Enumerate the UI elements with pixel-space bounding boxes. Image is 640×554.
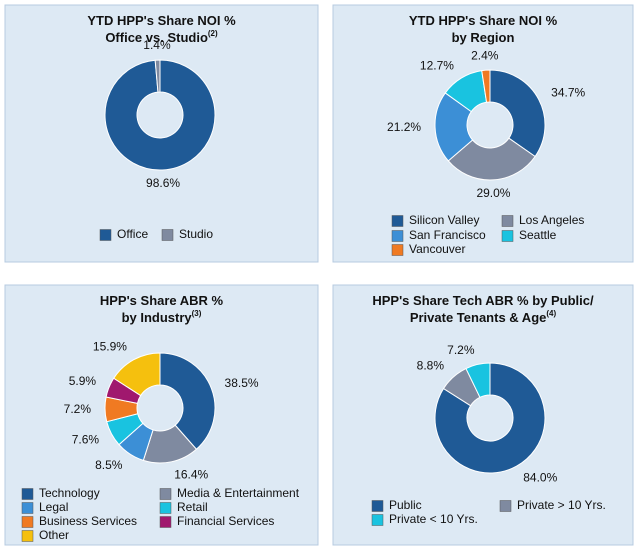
legend-label: Media & Entertainment bbox=[177, 486, 300, 500]
panel bbox=[332, 4, 634, 263]
title-note: (3) bbox=[192, 309, 202, 318]
title-line: Office vs. Studio bbox=[105, 30, 208, 45]
panel bbox=[4, 4, 319, 263]
legend-label: Studio bbox=[179, 227, 213, 241]
legend-label: Private > 10 Yrs. bbox=[517, 498, 606, 512]
donut-slice bbox=[154, 59, 161, 93]
donut-slice bbox=[481, 69, 491, 103]
legend-swatch bbox=[21, 502, 34, 514]
chart-title: YTD HPP's Share NOI % bbox=[409, 13, 558, 28]
donut-slice bbox=[434, 362, 546, 474]
legend-label: Office bbox=[117, 227, 148, 241]
data-label: 34.7% bbox=[551, 85, 585, 99]
data-label: 2.4% bbox=[471, 48, 499, 62]
legend-label: Other bbox=[39, 528, 69, 542]
donut-slice bbox=[104, 59, 216, 171]
legend-label: Seattle bbox=[519, 228, 557, 242]
title-note: (4) bbox=[546, 309, 556, 318]
panel bbox=[4, 284, 319, 546]
data-label: 8.5% bbox=[95, 458, 123, 472]
legend-swatch bbox=[161, 229, 174, 241]
chart-title: HPP's Share ABR % bbox=[100, 293, 224, 308]
title-line: Private Tenants & Age bbox=[410, 310, 547, 325]
title-line: HPP's Share Tech ABR % by Public/ bbox=[372, 293, 594, 308]
title-line: by Region bbox=[452, 30, 515, 45]
legend-label: Los Angeles bbox=[519, 213, 584, 227]
chart-title: Private Tenants & Age(4) bbox=[410, 309, 557, 325]
data-label: 21.2% bbox=[387, 120, 421, 134]
legend-label: Vancouver bbox=[409, 242, 465, 256]
title-line: by Industry bbox=[122, 310, 193, 325]
title-line: HPP's Share ABR % bbox=[100, 293, 224, 308]
legend-label: Silicon Valley bbox=[409, 213, 479, 227]
data-label: 16.4% bbox=[174, 468, 208, 482]
legend-swatch bbox=[501, 215, 514, 227]
data-label: 7.2% bbox=[447, 343, 475, 357]
chart-title: HPP's Share Tech ABR % by Public/ bbox=[372, 293, 594, 308]
legend-swatch bbox=[391, 230, 404, 242]
chart-title: Office vs. Studio(2) bbox=[105, 29, 218, 45]
data-label: 8.8% bbox=[417, 359, 445, 373]
title-note: (2) bbox=[208, 29, 218, 38]
data-label: 98.6% bbox=[146, 176, 180, 190]
donut-slice bbox=[465, 362, 491, 398]
data-label: 29.0% bbox=[476, 186, 510, 200]
legend-label: Retail bbox=[177, 500, 208, 514]
legend-label: Private < 10 Yrs. bbox=[389, 512, 478, 526]
donut-slice bbox=[489, 69, 546, 158]
legend-label: San Francisco bbox=[409, 228, 486, 242]
legend-swatch bbox=[501, 230, 514, 242]
data-label: 1.4% bbox=[143, 38, 171, 52]
legend-label: Public bbox=[389, 498, 422, 512]
legend-swatch bbox=[159, 488, 172, 500]
data-label: 15.9% bbox=[93, 340, 127, 354]
chart-title: YTD HPP's Share NOI % bbox=[87, 13, 236, 28]
legend-swatch bbox=[21, 488, 34, 500]
data-label: 5.9% bbox=[69, 374, 97, 388]
data-label: 38.5% bbox=[225, 376, 259, 390]
legend-swatch bbox=[21, 530, 34, 542]
legend-swatch bbox=[371, 514, 384, 526]
title-line: YTD HPP's Share NOI % bbox=[87, 13, 236, 28]
legend-swatch bbox=[21, 516, 34, 528]
legend-swatch bbox=[499, 500, 512, 512]
donut-slice bbox=[113, 352, 161, 397]
legend-label: Legal bbox=[39, 500, 68, 514]
data-label: 12.7% bbox=[420, 58, 454, 72]
legend-label: Business Services bbox=[39, 514, 137, 528]
legend-swatch bbox=[159, 516, 172, 528]
donut-slice bbox=[447, 137, 536, 181]
data-label: 84.0% bbox=[523, 471, 557, 485]
legend-swatch bbox=[159, 502, 172, 514]
title-line: YTD HPP's Share NOI % bbox=[409, 13, 558, 28]
legend-swatch bbox=[371, 500, 384, 512]
legend-label: Financial Services bbox=[177, 514, 274, 528]
legend-swatch bbox=[391, 215, 404, 227]
legend-swatch bbox=[99, 229, 112, 241]
chart-title: by Region bbox=[452, 30, 515, 45]
legend-label: Technology bbox=[39, 486, 100, 500]
data-label: 7.2% bbox=[64, 402, 92, 416]
legend-swatch bbox=[391, 244, 404, 256]
chart-title: by Industry(3) bbox=[122, 309, 202, 325]
donut-slice bbox=[159, 352, 216, 450]
data-label: 7.6% bbox=[72, 433, 100, 447]
